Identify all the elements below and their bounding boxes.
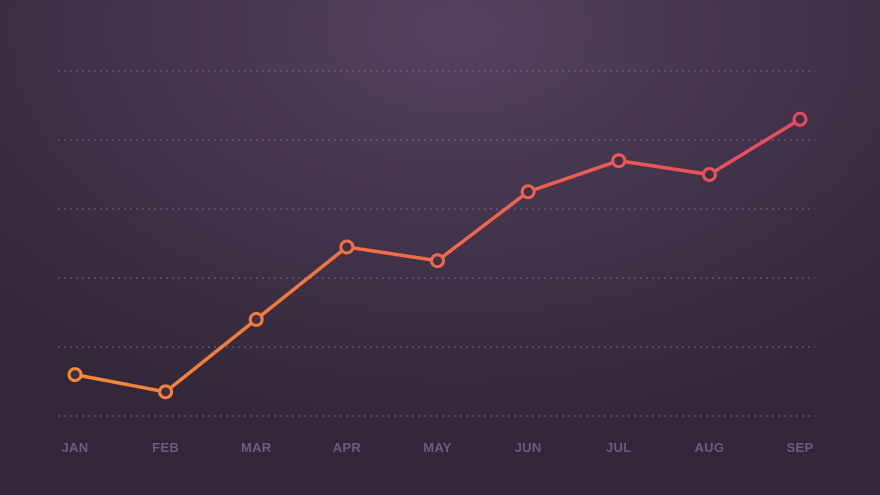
data-point-apr — [339, 239, 355, 255]
x-tick-label-feb: FEB — [152, 440, 179, 455]
x-tick-label-may: MAY — [423, 440, 452, 455]
data-point-jan — [67, 367, 83, 383]
data-points — [67, 111, 808, 400]
data-point-jul — [611, 153, 627, 169]
data-point-aug — [701, 167, 717, 182]
data-point-jun — [520, 184, 536, 200]
x-tick-label-jul: JUL — [606, 440, 631, 455]
x-tick-label-mar: MAR — [241, 440, 272, 455]
x-tick-label-aug: AUG — [694, 440, 724, 455]
data-point-mar — [248, 311, 264, 327]
data-point-may — [430, 253, 445, 269]
x-tick-label-apr: APR — [333, 440, 362, 455]
x-tick-label-jun: JUN — [515, 440, 542, 455]
data-point-feb — [158, 384, 174, 400]
data-point-sep — [792, 111, 808, 127]
grid-lines — [58, 70, 815, 417]
x-tick-label-sep: SEP — [787, 440, 814, 455]
x-tick-label-jan: JAN — [62, 440, 89, 455]
x-axis-tick-labels: JAN FEB MAR APR MAY JUN JUL AUG SEP — [62, 440, 814, 455]
